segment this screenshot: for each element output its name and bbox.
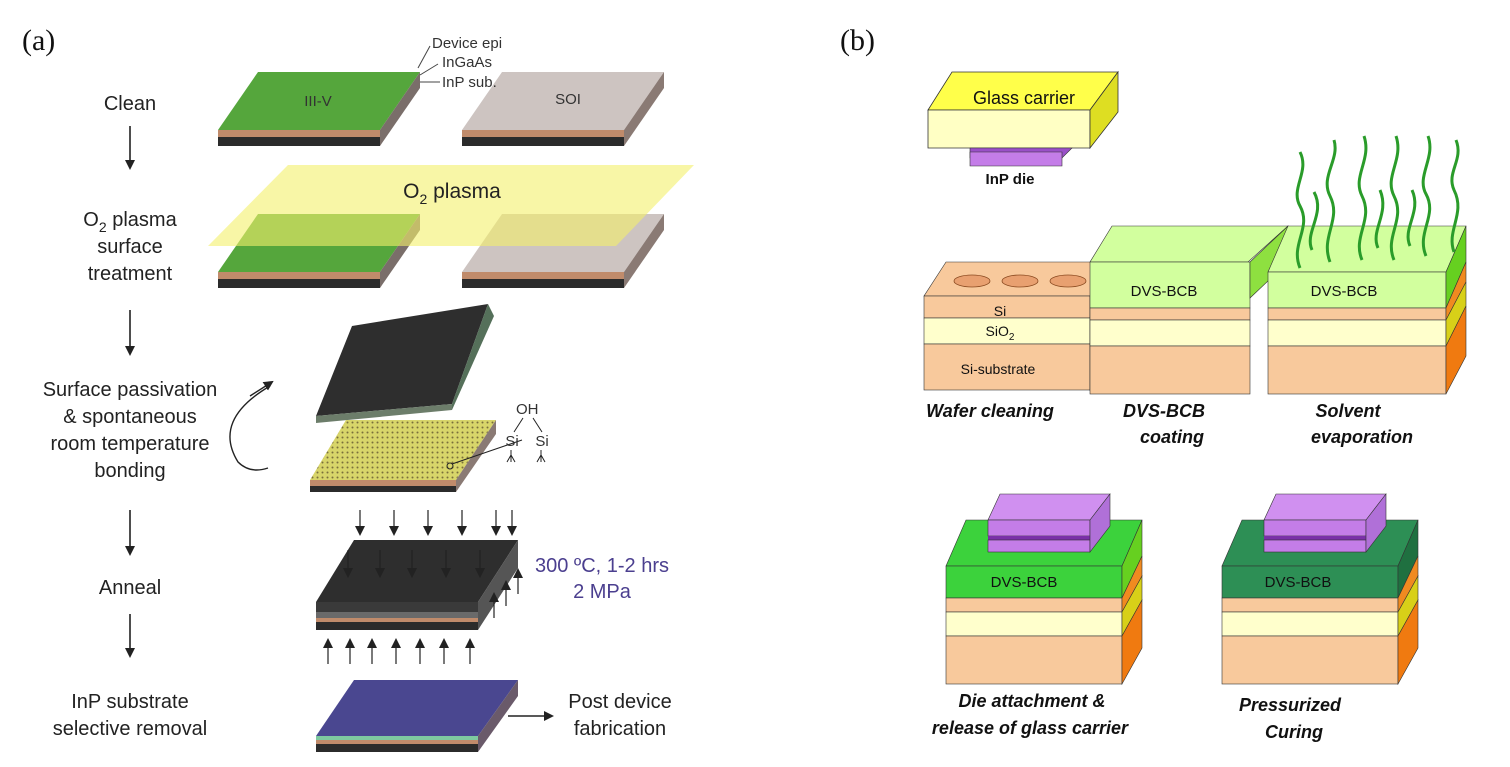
si-left-label: Si	[505, 433, 518, 450]
solvent-vapor	[1295, 135, 1460, 269]
post-fab-line2: fabrication	[574, 718, 666, 740]
panel-b: (b) Glass carrier InP die Si SiO2 Si-sub…	[840, 24, 1467, 742]
callout-line-ingaas	[419, 63, 439, 76]
iiiv-label: III-V	[304, 93, 332, 110]
pressure-arrows-bottom	[323, 568, 523, 664]
si-substrate-label: Si-substrate	[961, 361, 1036, 377]
step-o2-label-line1: O2 plasma	[83, 209, 177, 235]
chemistry-callout: OH Si Si	[446, 401, 549, 470]
wafer-cleaning-block: Si SiO2 Si-substrate	[923, 260, 1111, 392]
flipped-iiiv-wafer	[316, 304, 494, 423]
solvent-evaporation-block: DVS-BCB	[1267, 225, 1467, 395]
bcb-solvent-label: DVS-BCB	[1311, 283, 1378, 300]
bcb-attach-label: DVS-BCB	[991, 574, 1058, 591]
iiiv-wafer: III-V	[218, 72, 420, 146]
caption-coating-line1: DVS-BCB	[1123, 401, 1205, 421]
final-wafer	[316, 680, 518, 752]
inp-die-top: InP die	[969, 147, 1073, 188]
anneal-stack	[316, 540, 518, 630]
o2-plasma-label: O2 plasma	[403, 180, 501, 207]
soi-wafer: SOI	[462, 72, 664, 146]
ingaas-label: InGaAs	[442, 54, 492, 71]
caption-wafer-cleaning: Wafer cleaning	[926, 401, 1054, 421]
step-clean-label: Clean	[104, 93, 156, 115]
anneal-conditions-line1: 300 ºC, 1-2 hrs	[535, 555, 669, 577]
step-anneal-label: Anneal	[99, 577, 161, 599]
glass-carrier: Glass carrier	[927, 70, 1119, 150]
flip-arrow	[249, 380, 274, 397]
caption-die-line1: Die attachment &	[958, 691, 1105, 711]
bonding-curve	[229, 385, 271, 471]
panel-a-tag: (a)	[22, 24, 55, 57]
step-passivation-line1: Surface passivation	[43, 379, 218, 401]
oh-label: OH	[516, 401, 539, 418]
sio2-layer-label: SiO2	[986, 323, 1015, 343]
inp-sub-label: InP sub.	[442, 74, 497, 91]
caption-curing-line1: Pressurized	[1239, 695, 1342, 715]
si-right-label: Si	[535, 433, 548, 450]
step-passivation-line4: bonding	[94, 460, 165, 482]
step-passivation-line3: room temperature	[51, 433, 210, 455]
inp-die-label: InP die	[986, 171, 1035, 188]
bcb-curing-label: DVS-BCB	[1265, 574, 1332, 591]
step-o2-label-line3: treatment	[88, 263, 173, 285]
bcb-coating-block: DVS-BCB	[1089, 225, 1289, 395]
step-passivation-line2: & spontaneous	[63, 406, 196, 428]
soi-label: SOI	[555, 91, 581, 108]
device-epi-label: Device epi	[432, 35, 502, 52]
step-removal-line2: selective removal	[53, 718, 208, 740]
caption-curing-line2: Curing	[1265, 722, 1323, 742]
pressure-arrows-top	[343, 510, 517, 578]
caption-die-line2: release of glass carrier	[932, 718, 1129, 738]
caption-coating-line2: coating	[1140, 427, 1204, 447]
si-layer-label: Si	[994, 303, 1006, 319]
panel-a: (a) Clean O2 plasma surface treatment Su…	[22, 24, 694, 752]
step-o2-label-line2: surface	[97, 236, 163, 258]
step-removal-line1: InP substrate	[71, 691, 188, 713]
dotted-soi-wafer	[310, 420, 496, 492]
callout-line-device-epi	[417, 45, 431, 69]
die-attachment-block: DVS-BCB	[945, 493, 1143, 686]
curing-block: DVS-BCB	[1221, 493, 1419, 686]
panel-b-tag: (b)	[840, 24, 875, 57]
bcb-coating-label: DVS-BCB	[1131, 283, 1198, 300]
caption-solvent-line1: Solvent	[1315, 401, 1381, 421]
o2-plasma-plane	[208, 165, 694, 246]
anneal-conditions-line2: 2 MPa	[573, 581, 632, 603]
post-fab-line1: Post device	[568, 691, 671, 713]
caption-solvent-line2: evaporation	[1311, 427, 1413, 447]
glass-carrier-label: Glass carrier	[973, 88, 1075, 108]
